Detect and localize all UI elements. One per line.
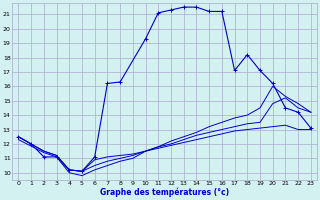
X-axis label: Graphe des températures (°c): Graphe des températures (°c) (100, 188, 229, 197)
